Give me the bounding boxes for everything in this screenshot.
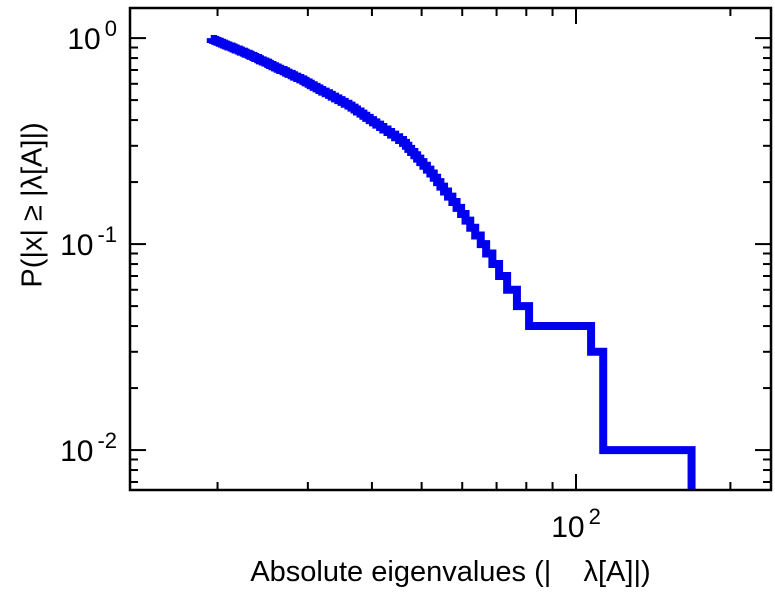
x-tick-label: 10 2 xyxy=(551,504,601,544)
y-axis-label: P(|x| ≥ |λ[A]|) xyxy=(16,122,49,288)
y-tick-label: 10 -2 xyxy=(60,428,117,468)
axis-ticks xyxy=(130,8,771,490)
y-tick-label: 10 -1 xyxy=(60,222,117,262)
plot-frame xyxy=(128,6,773,492)
x-axis-label: Absolute eigenvalues (| λ[A]|) xyxy=(250,556,651,588)
y-tick-label: 10 0 xyxy=(67,16,117,56)
ccdf-step-line xyxy=(206,35,696,490)
